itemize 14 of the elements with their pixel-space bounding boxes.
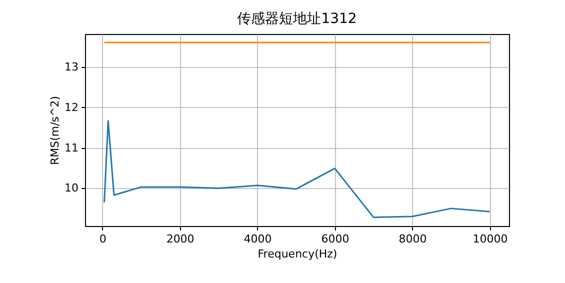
- x-axis-title: Frequency(Hz): [258, 248, 338, 260]
- x-tick-label: 10000: [472, 232, 508, 246]
- x-tick-label: 2000: [166, 232, 194, 246]
- y-axis-title: RMS(m/s^2): [48, 96, 62, 166]
- y-tick-label: 13: [64, 60, 78, 74]
- y-tick-label: 10: [64, 182, 78, 195]
- chart-title: 传感器短地址1312: [237, 11, 357, 27]
- line-series: [104, 120, 490, 218]
- x-tick-label: 8000: [398, 232, 427, 246]
- x-tick-label: 0: [99, 232, 106, 246]
- y-tick-label: 11: [64, 141, 78, 154]
- x-tick-label: 4000: [244, 232, 272, 246]
- x-tick-label: 6000: [321, 232, 350, 246]
- y-tick-label: 12: [64, 100, 78, 114]
